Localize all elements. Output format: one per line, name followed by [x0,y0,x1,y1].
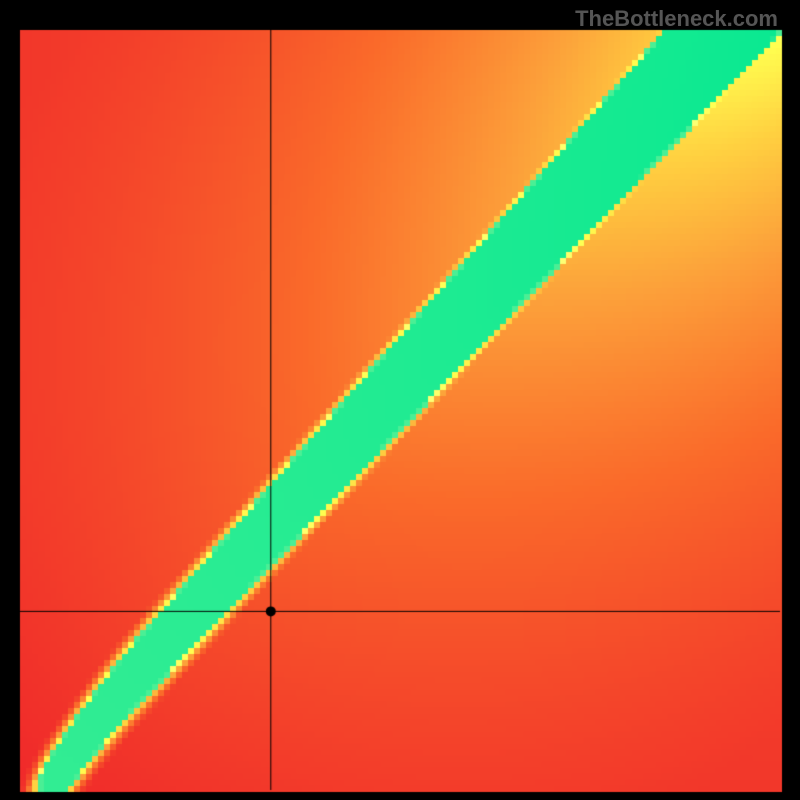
bottleneck-heatmap [0,0,800,800]
chart-container: TheBottleneck.com [0,0,800,800]
watermark-text: TheBottleneck.com [575,6,778,32]
